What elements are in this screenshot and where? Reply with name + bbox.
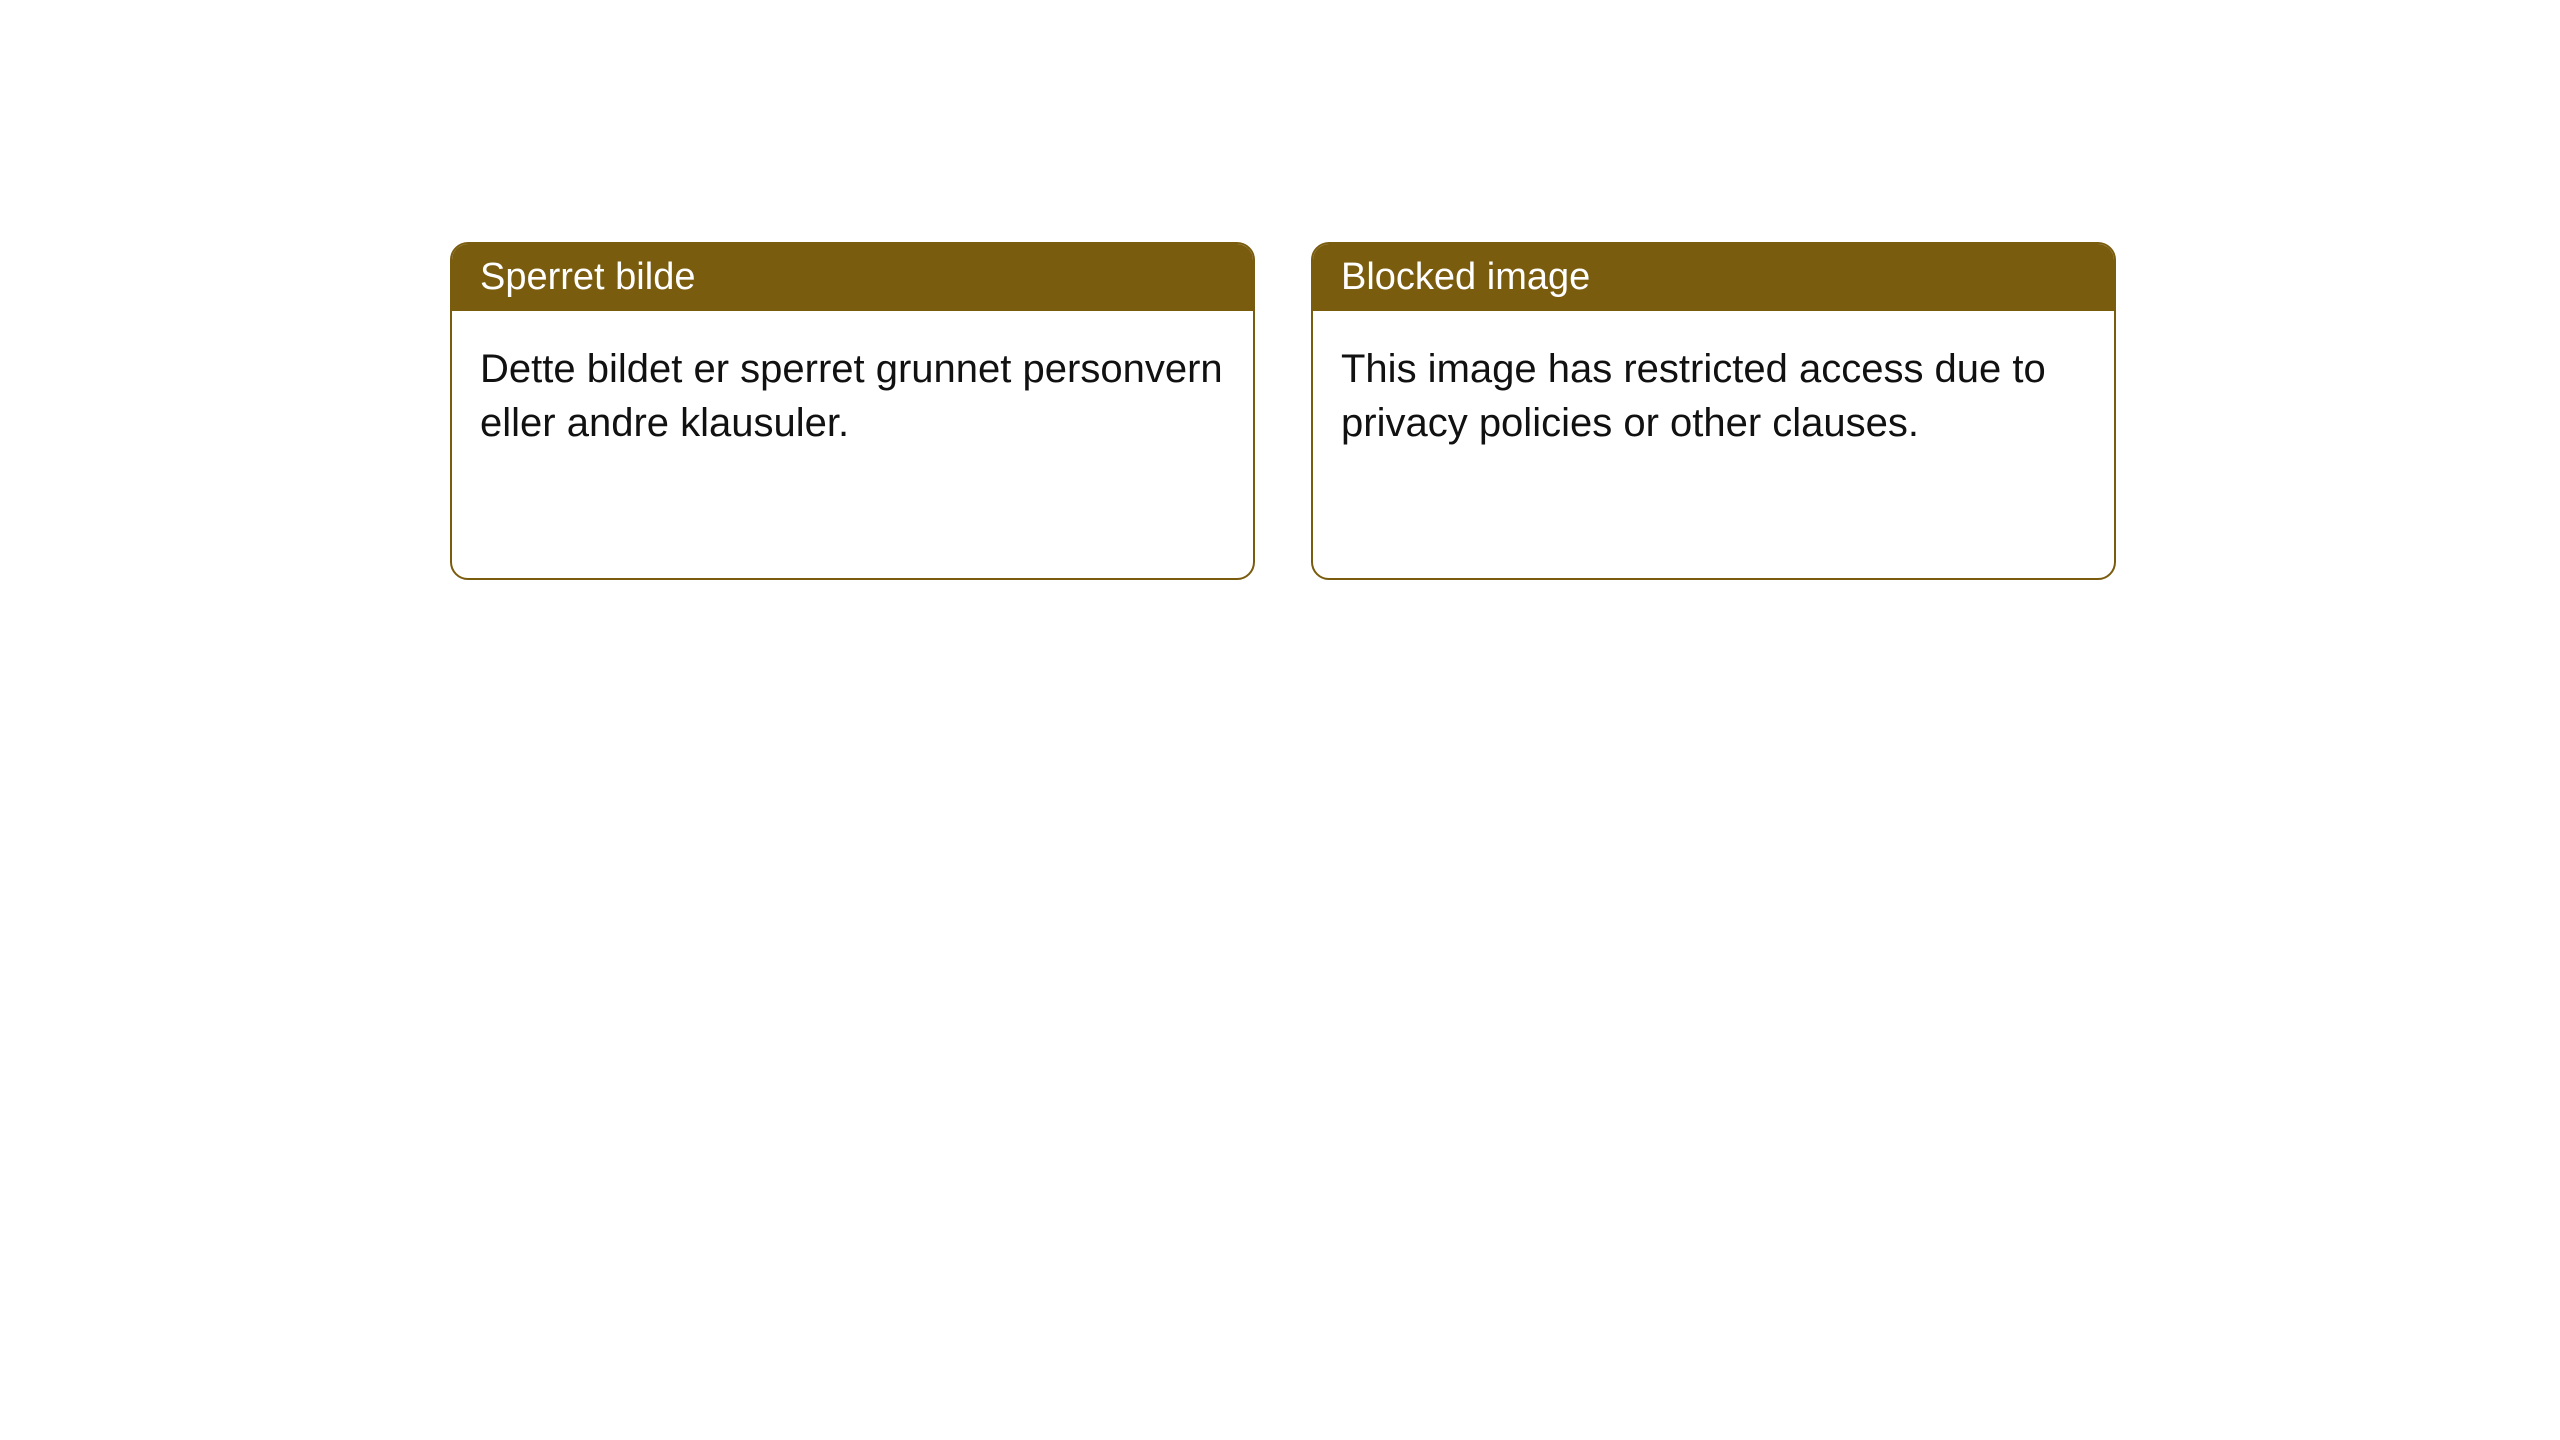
notice-header: Blocked image — [1313, 244, 2114, 311]
notice-body: Dette bildet er sperret grunnet personve… — [452, 311, 1253, 482]
notice-body: This image has restricted access due to … — [1313, 311, 2114, 482]
notice-box-norwegian: Sperret bilde Dette bildet er sperret gr… — [450, 242, 1255, 580]
notice-box-english: Blocked image This image has restricted … — [1311, 242, 2116, 580]
notice-container: Sperret bilde Dette bildet er sperret gr… — [0, 0, 2560, 580]
notice-header: Sperret bilde — [452, 244, 1253, 311]
